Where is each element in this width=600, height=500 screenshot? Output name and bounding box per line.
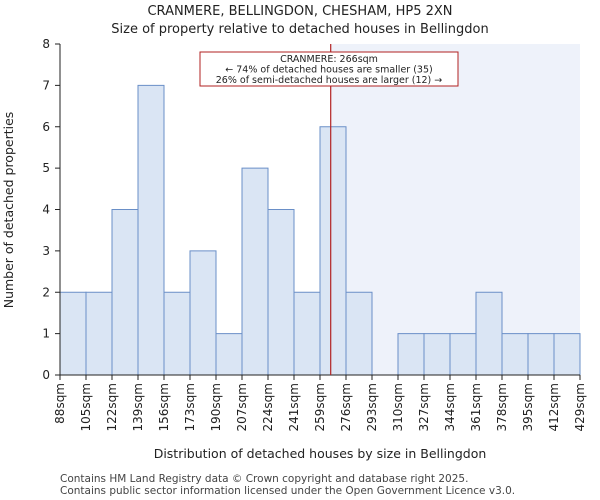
y-tick-label: 4 (42, 203, 50, 217)
x-tick-label: 429sqm (573, 383, 587, 431)
x-tick-label: 241sqm (287, 383, 301, 431)
x-tick-label: 276sqm (339, 383, 353, 431)
annotation-line-1: CRANMERE: 266sqm (280, 54, 378, 65)
annotation-box (199, 51, 459, 87)
plot-area: 0 1 2 3 4 5 6 7 8 88sqm 105sqm 122sqm 139sqm 156sqm 17… (42, 37, 587, 431)
x-tick-label: 207sqm (235, 383, 249, 431)
y-tick-label: 3 (42, 244, 50, 258)
x-tick-label: 293sqm (365, 383, 379, 431)
histogram-bar (189, 250, 217, 376)
histogram-bar (85, 291, 113, 376)
x-tick-label: 156sqm (157, 383, 171, 431)
x-tick-label: 361sqm (469, 383, 483, 431)
histogram-bar (397, 333, 425, 376)
x-tick-label: 122sqm (105, 383, 119, 431)
histogram-bar (163, 291, 191, 376)
histogram-bar (345, 291, 373, 376)
histogram-bar (501, 333, 529, 376)
y-tick-label: 6 (42, 120, 50, 134)
x-tick-label: 344sqm (443, 383, 457, 431)
x-axis-title: Distribution of detached houses by size … (154, 446, 487, 461)
histogram-bar (137, 84, 165, 376)
x-tick-label: 310sqm (391, 383, 405, 431)
y-tick-label: 2 (42, 285, 50, 299)
x-tick-label: 88sqm (53, 383, 67, 424)
histogram-bar (241, 167, 269, 376)
y-axis-title: Number of detached properties (1, 112, 16, 309)
x-tick-label: 378sqm (495, 383, 509, 431)
annotation-line-3: 26% of semi-detached houses are larger (… (216, 75, 443, 86)
histogram-bar (215, 333, 243, 376)
x-tick-label: 139sqm (131, 383, 145, 431)
histogram-bar (423, 333, 451, 376)
x-tick-label: 327sqm (417, 383, 431, 431)
chart-title: CRANMERE, BELLINGDON, CHESHAM, HP5 2XN (147, 4, 452, 19)
chart-subtitle: Size of property relative to detached ho… (111, 22, 488, 37)
histogram-bar (475, 291, 503, 376)
histogram-bar (527, 333, 555, 376)
histogram-bar (449, 333, 477, 376)
footer-line-1: Contains HM Land Registry data © Crown c… (60, 473, 469, 485)
y-tick-label: 1 (42, 327, 50, 341)
footer-line-2: Contains public sector information licen… (60, 485, 516, 497)
x-tick-label: 105sqm (79, 383, 93, 431)
x-tick-label: 173sqm (183, 383, 197, 431)
histogram-bar (59, 291, 87, 376)
x-tick-label: 190sqm (209, 383, 223, 431)
annotation-line-2: ← 74% of detached houses are smaller (35… (225, 65, 432, 76)
histogram-bar (319, 126, 347, 376)
x-tick-label: 224sqm (261, 383, 275, 431)
y-tick-label: 5 (42, 161, 50, 175)
x-tick-label: 259sqm (313, 383, 327, 431)
histogram-bar (293, 291, 321, 376)
y-tick-label: 0 (42, 368, 50, 382)
histogram-bar (553, 333, 581, 376)
histogram-bar (267, 209, 295, 376)
y-tick-label: 8 (42, 37, 50, 51)
x-tick-label: 395sqm (521, 383, 535, 431)
histogram-bar (111, 209, 139, 376)
x-tick-label: 412sqm (547, 383, 561, 431)
y-tick-label: 7 (42, 78, 50, 92)
